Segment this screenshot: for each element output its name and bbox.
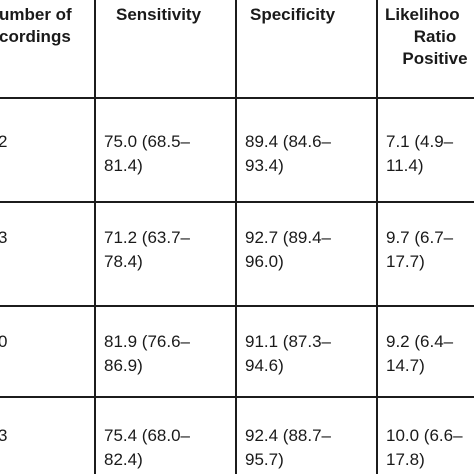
table-row-1-sensitivity: 75.0 (68.5– 81.4)	[104, 132, 191, 175]
row-divider	[0, 201, 474, 203]
row-divider	[0, 305, 474, 307]
table-row-4-sensitivity: 75.4 (68.0– 82.4)	[104, 426, 191, 469]
table-row-4-recordings: 3	[0, 426, 8, 445]
row-divider	[0, 396, 474, 398]
header-lr-positive: Likelihoo Ratio Positive	[385, 5, 468, 68]
row-divider	[0, 97, 474, 99]
column-divider	[235, 0, 237, 474]
table-row-3-recordings: 0	[0, 332, 8, 351]
table-row-3-lr-positive: 9.2 (6.4– 14.7)	[386, 332, 454, 375]
table-row-3-specificity: 91.1 (87.3– 94.6)	[245, 332, 332, 375]
table-row-1-specificity: 89.4 (84.6– 93.4)	[245, 132, 332, 175]
header-sensitivity: Sensitivity	[116, 5, 202, 24]
header-specificity: Specificity	[250, 5, 336, 24]
table-row-1-lr-positive: 7.1 (4.9– 11.4)	[386, 132, 454, 175]
column-divider	[94, 0, 96, 474]
table-row-4-lr-positive: 10.0 (6.6– 17.8)	[386, 426, 463, 469]
column-divider	[376, 0, 378, 474]
table-row-4-specificity: 92.4 (88.7– 95.7)	[245, 426, 332, 469]
header-recordings: umber of cordings	[0, 5, 72, 46]
table-row-1-recordings: 2	[0, 132, 8, 151]
table-row-3-sensitivity: 81.9 (76.6– 86.9)	[104, 332, 191, 375]
table-row-2-recordings: 3	[0, 228, 8, 247]
table-row-2-specificity: 92.7 (89.4– 96.0)	[245, 228, 332, 271]
table-row-2-lr-positive: 9.7 (6.7– 17.7)	[386, 228, 454, 271]
table-row-2-sensitivity: 71.2 (63.7– 78.4)	[104, 228, 191, 271]
